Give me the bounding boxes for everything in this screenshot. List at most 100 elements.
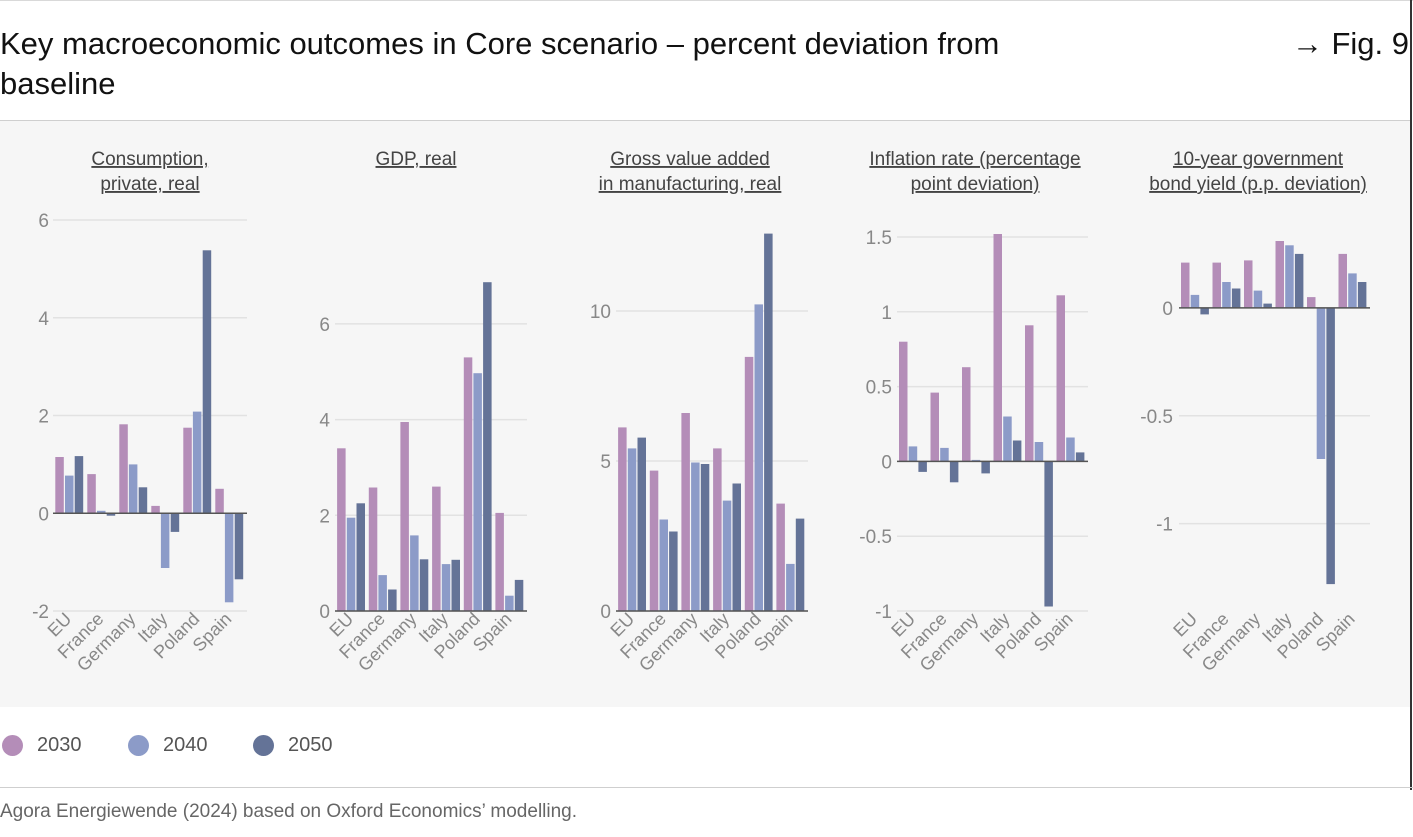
- charts-svg: Consumption,private, real-20246EUFranceG…: [32, 149, 1370, 675]
- bar-germany-2030: [1244, 260, 1253, 308]
- bar-poland-2040: [192, 411, 202, 514]
- bar-italy-2040: [441, 564, 451, 611]
- y-tick-label: 6: [319, 315, 330, 336]
- bar-spain-2050: [795, 518, 805, 611]
- bar-italy-2030: [151, 505, 160, 514]
- bar-germany-2040: [691, 462, 700, 611]
- bar-spain-2040: [505, 595, 514, 611]
- bar-italy-2040: [722, 500, 732, 611]
- y-tick-label: 0: [38, 504, 49, 525]
- bar-spain-2050: [1075, 452, 1085, 462]
- bar-france-2030: [368, 487, 378, 611]
- legend-item-2040: 2040: [128, 734, 208, 757]
- bar-italy-2050: [732, 483, 741, 611]
- bar-italy-2050: [1012, 440, 1022, 462]
- bar-eu-2050: [356, 503, 365, 611]
- bar-spain-2040: [224, 513, 234, 603]
- chart-5-title-line-2[interactable]: bond yield (p.p. deviation): [1149, 174, 1367, 195]
- bar-eu-2040: [346, 517, 356, 611]
- bar-eu-2050: [637, 437, 646, 611]
- y-tick-label: 0: [319, 602, 330, 623]
- bar-france-2050: [106, 513, 116, 516]
- bar-italy-2030: [713, 448, 722, 611]
- y-tick-label: -1: [875, 602, 892, 623]
- bar-spain-2030: [776, 503, 785, 611]
- legend-label-2030: 2030: [37, 734, 82, 756]
- bar-spain-2050: [514, 579, 524, 611]
- chart-1: Consumption,private, real-20246EUFranceG…: [32, 149, 247, 675]
- bar-spain-2040: [1348, 273, 1357, 308]
- bar-germany-2050: [700, 464, 710, 611]
- bar-germany-2030: [400, 422, 409, 611]
- right-rule: [1410, 0, 1412, 790]
- bar-spain-2030: [1338, 253, 1347, 308]
- bar-germany-2030: [119, 424, 128, 514]
- bar-eu-2040: [627, 448, 637, 611]
- bar-germany-2050: [138, 487, 148, 514]
- chart-3-title-line-2[interactable]: in manufacturing, real: [599, 174, 782, 195]
- chart-4-title-line-1[interactable]: Inflation rate (percentage: [869, 149, 1080, 170]
- bar-poland-2040: [1034, 442, 1044, 462]
- bar-poland-2030: [1025, 325, 1034, 462]
- chart-4: Inflation rate (percentage point deviatio…: [859, 149, 1088, 675]
- y-tick-label: 0: [881, 452, 892, 473]
- legend-swatch-2040: [128, 735, 149, 756]
- bar-germany-2040: [410, 535, 419, 611]
- chart-1-title-line-2[interactable]: private, real: [100, 174, 199, 195]
- bar-poland-2050: [1044, 461, 1053, 607]
- bar-france-2030: [930, 392, 939, 462]
- figure-title: Key macroeconomic outcomes in Core scena…: [0, 26, 1000, 101]
- chart-2-title-line-1[interactable]: GDP, real: [376, 149, 457, 170]
- legend-swatch-2050: [253, 735, 274, 756]
- legend-label-2050: 2050: [288, 734, 333, 756]
- bar-france-2030: [649, 470, 659, 611]
- bar-france-2030: [1212, 262, 1221, 308]
- bar-spain-2030: [1056, 295, 1065, 462]
- y-tick-label: 4: [38, 309, 49, 330]
- bar-eu-2040: [65, 475, 74, 514]
- bar-eu-2050: [74, 456, 84, 514]
- bar-germany-2050: [419, 559, 429, 611]
- bar-italy-2030: [993, 234, 1002, 462]
- chart-2: GDP, real0246EUFranceGermanyItalyPolandS…: [319, 149, 527, 675]
- bar-eu-2030: [618, 427, 627, 611]
- bar-italy-2050: [170, 513, 180, 532]
- bar-france-2040: [378, 575, 387, 611]
- y-tick-label: 2: [319, 506, 330, 527]
- bar-poland-2050: [483, 282, 492, 611]
- bar-france-2050: [949, 461, 959, 483]
- bar-poland-2030: [183, 427, 192, 514]
- bar-france-2030: [87, 474, 96, 514]
- bottom-rule: [0, 787, 1413, 788]
- bar-spain-2050: [234, 513, 244, 580]
- y-tick-label: 4: [319, 411, 330, 432]
- bar-italy-2040: [1003, 416, 1012, 462]
- bar-poland-2050: [202, 250, 212, 514]
- bar-poland-2040: [754, 304, 763, 611]
- chart-3: Gross value added in manufacturing, real 0…: [590, 149, 808, 675]
- bar-poland-2030: [463, 357, 473, 611]
- y-tick-label: 1: [881, 303, 892, 324]
- bar-france-2050: [388, 589, 397, 611]
- source-note: Agora Energiewende (2024) based on Oxfor…: [0, 801, 578, 822]
- bar-france-2040: [97, 510, 106, 514]
- bar-germany-2040: [128, 464, 138, 514]
- chart-5-title-line-1[interactable]: 10-year government: [1173, 149, 1344, 170]
- bar-spain-2050: [1357, 282, 1367, 308]
- legend-item-2050: 2050: [253, 734, 333, 757]
- chart-5: 10-year government bond yield (p.p. devia…: [1140, 149, 1370, 675]
- y-tick-label: 0: [600, 602, 611, 623]
- bar-france-2050: [1231, 288, 1241, 308]
- bar-france-2040: [1222, 282, 1231, 308]
- bar-italy-2030: [1275, 241, 1284, 308]
- y-tick-label: -1: [1156, 515, 1173, 536]
- y-tick-label: 5: [600, 452, 611, 473]
- y-tick-label: 1.5: [866, 228, 892, 249]
- chart-1-title-line-1[interactable]: Consumption,: [91, 149, 208, 170]
- figure-reference-link[interactable]: → Fig. 9: [1291, 26, 1409, 61]
- bar-eu-2050: [1200, 307, 1209, 315]
- chart-4-title-line-2[interactable]: point deviation): [911, 174, 1040, 195]
- chart-3-title-line-1[interactable]: Gross value added: [610, 149, 770, 170]
- bar-poland-2040: [1316, 307, 1326, 459]
- bar-germany-2050: [1263, 303, 1272, 308]
